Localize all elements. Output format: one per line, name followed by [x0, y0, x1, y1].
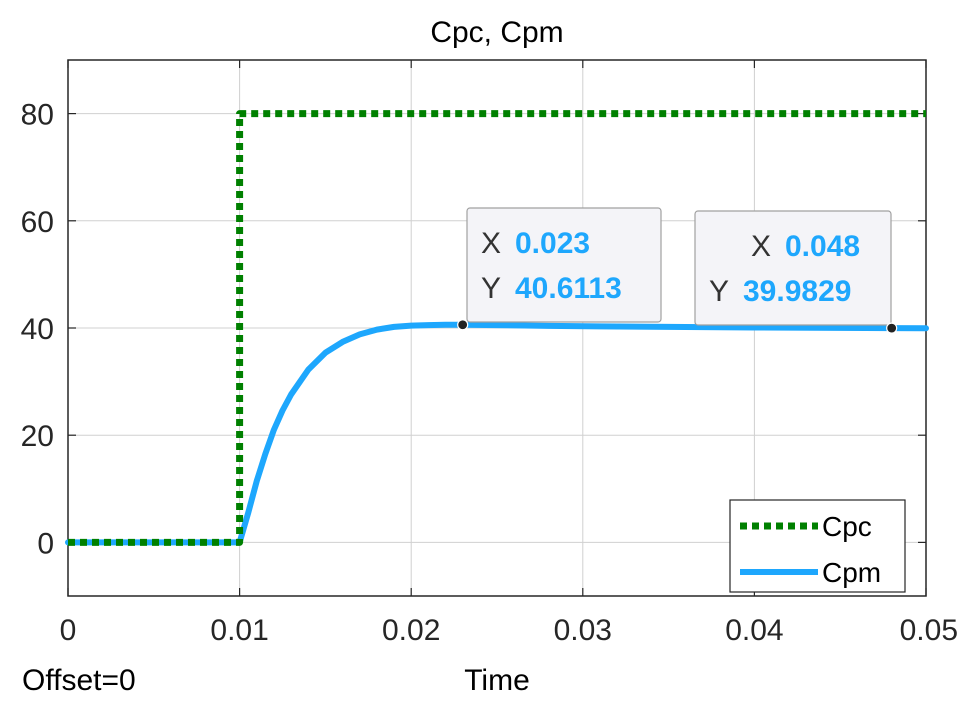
data-tip-y-key: Y [481, 272, 501, 305]
data-tip-x-value: 0.023 [515, 227, 590, 260]
x-axis: 0 0.01 0.02 0.03 0.04 0.05 [60, 60, 958, 647]
y-tick-label: 0 [37, 527, 54, 560]
y-tick-label: 20 [21, 420, 54, 453]
data-tip-x-value: 0.048 [785, 230, 860, 263]
data-tips: X 0.023 Y 40.6113 X 0.048 Y 39.9829 [457, 207, 898, 334]
data-tip-y-value: 40.6113 [515, 272, 622, 305]
data-tip: X 0.048 Y 39.9829 [694, 210, 898, 334]
x-tick-label: 0 [60, 614, 77, 647]
y-tick-label: 60 [21, 206, 54, 239]
x-tick-label: 0.02 [382, 614, 440, 647]
data-tip-box [466, 207, 662, 323]
y-tick-label: 80 [21, 99, 54, 132]
data-tip-marker [457, 319, 469, 331]
data-tip-box [694, 210, 892, 326]
legend: Cpc Cpm [729, 499, 906, 593]
legend-label: Cpc [822, 511, 872, 542]
legend-box [729, 499, 906, 593]
x-tick-label: 0.04 [725, 614, 783, 647]
series-group [65, 110, 929, 546]
data-tip-marker [886, 322, 898, 334]
y-tick-label: 40 [21, 313, 54, 346]
y-axis: 0 20 40 60 80 [21, 99, 926, 560]
legend-label: Cpm [822, 557, 881, 588]
data-tip-y-value: 39.9829 [743, 275, 851, 308]
series-line-cpm [65, 321, 929, 546]
data-tip-x-key: X [481, 227, 501, 260]
offset-label: Offset=0 [22, 664, 136, 697]
series-line-cpc [68, 110, 926, 546]
data-tip-y-key: Y [709, 275, 729, 308]
data-tip-x-key: X [751, 230, 771, 263]
x-tick-label: 0.01 [210, 614, 268, 647]
chart-title: Cpc, Cpm [430, 16, 563, 49]
x-tick-label: 0.05 [900, 614, 958, 647]
x-axis-label: Time [464, 664, 530, 697]
data-tip: X 0.023 Y 40.6113 [457, 207, 662, 331]
x-tick-label: 0.03 [554, 614, 612, 647]
